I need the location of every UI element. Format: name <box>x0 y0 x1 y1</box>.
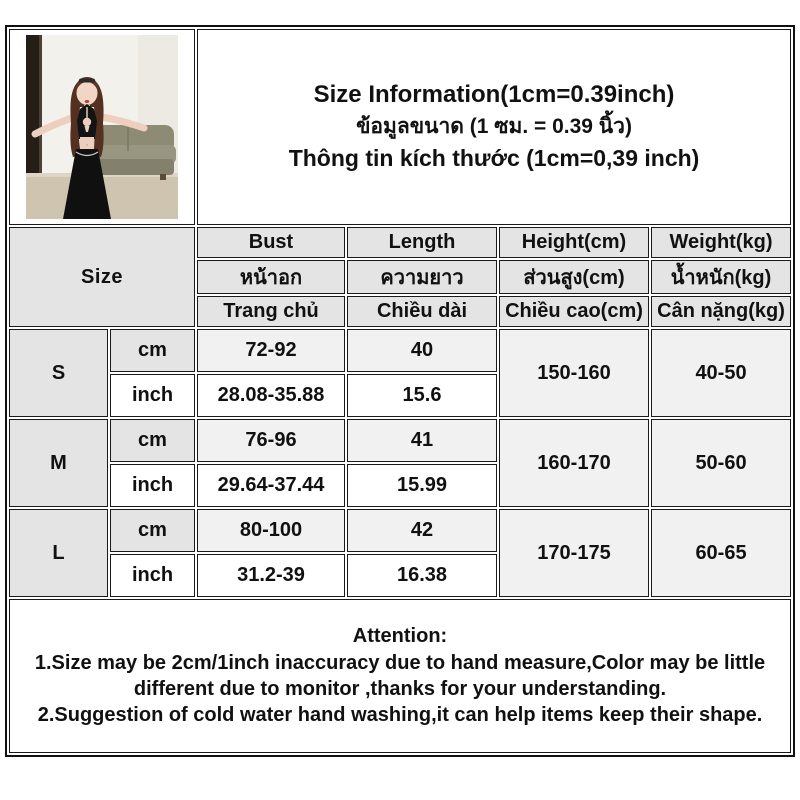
size-l-bust-inch: 31.2-39 <box>197 554 345 597</box>
size-s-bust-cm: 72-92 <box>197 329 345 372</box>
size-m-weight: 50-60 <box>651 419 792 507</box>
size-l-bust-cm: 80-100 <box>197 509 345 552</box>
col-header-bust-en: Bust <box>197 227 345 258</box>
attention-note-2: 2.Suggestion of cold water hand washing,… <box>37 704 763 727</box>
attention-box: Attention: 1.Size may be 2cm/1inch inacc… <box>9 599 792 753</box>
size-chart-sheet: Size Information(1cm=0.39inch) ข้อมูลขนา… <box>5 25 795 757</box>
size-s-height: 150-160 <box>499 329 649 417</box>
size-l-weight: 60-65 <box>651 509 792 597</box>
col-header-weight-th: น้ำหนัก(kg) <box>651 260 792 294</box>
size-s-label: S <box>9 329 108 417</box>
size-m-label: M <box>9 419 108 507</box>
col-header-length-vi: Chiều dài <box>347 296 497 327</box>
size-m-bust-inch: 29.64-37.44 <box>197 464 345 507</box>
size-l-label: L <box>9 509 108 597</box>
size-s-bust-inch: 28.08-35.88 <box>197 374 345 417</box>
product-photo-cell <box>9 29 195 225</box>
size-m-length-inch: 15.99 <box>347 464 497 507</box>
col-header-length-th: ความยาว <box>347 260 497 294</box>
size-l-length-cm: 42 <box>347 509 497 552</box>
size-l-unit-inch: inch <box>110 554 195 597</box>
title-english: Size Information(1cm=0.39inch) <box>313 81 675 109</box>
title-thai: ข้อมูลขนาด (1 ซม. = 0.39 นิ้ว) <box>356 115 632 139</box>
size-chart-table: Size Information(1cm=0.39inch) ข้อมูลขนา… <box>7 27 793 755</box>
title-vietnamese: Thông tin kích thước (1cm=0,39 inch) <box>288 144 700 171</box>
size-m-bust-cm: 76-96 <box>197 419 345 462</box>
col-header-weight-en: Weight(kg) <box>651 227 792 258</box>
size-l-length-inch: 16.38 <box>347 554 497 597</box>
attention-heading: Attention: <box>352 625 448 648</box>
col-header-bust-th: หน้าอก <box>197 260 345 294</box>
size-l-height: 170-175 <box>499 509 649 597</box>
product-photo <box>26 35 178 219</box>
size-m-unit-cm: cm <box>110 419 195 462</box>
size-m-length-cm: 41 <box>347 419 497 462</box>
size-s-length-cm: 40 <box>347 329 497 372</box>
col-header-length-en: Length <box>347 227 497 258</box>
col-header-height-en: Height(cm) <box>499 227 649 258</box>
size-s-length-inch: 15.6 <box>347 374 497 417</box>
col-header-weight-vi: Cân nặng(kg) <box>651 296 792 327</box>
size-m-unit-inch: inch <box>110 464 195 507</box>
size-s-unit-cm: cm <box>110 329 195 372</box>
col-header-height-th: ส่วนสูง(cm) <box>499 260 649 294</box>
size-l-unit-cm: cm <box>110 509 195 552</box>
size-s-weight: 40-50 <box>651 329 792 417</box>
size-info-title: Size Information(1cm=0.39inch) ข้อมูลขนา… <box>197 29 792 225</box>
size-header: Size <box>9 227 195 327</box>
attention-note-1: 1.Size may be 2cm/1inch inaccuracy due t… <box>34 651 766 700</box>
col-header-height-vi: Chiều cao(cm) <box>499 296 649 327</box>
col-header-bust-vi: Trang chủ <box>197 296 345 327</box>
size-m-height: 160-170 <box>499 419 649 507</box>
size-s-unit-inch: inch <box>110 374 195 417</box>
